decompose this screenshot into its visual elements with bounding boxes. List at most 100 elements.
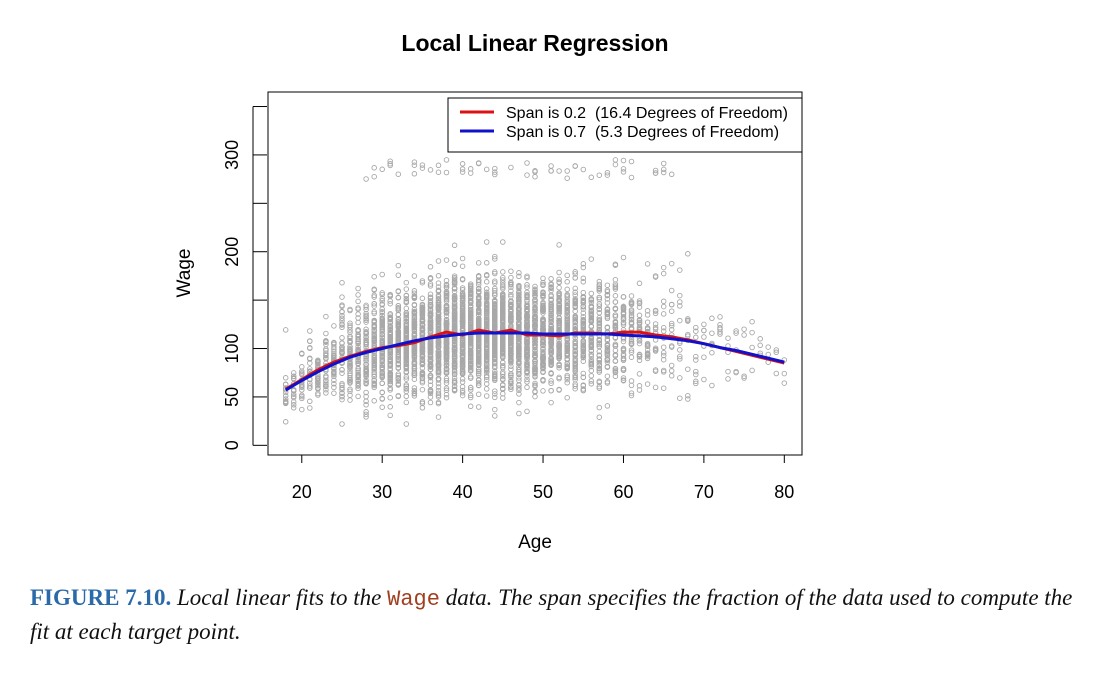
scatter-point: [483, 310, 490, 316]
scatter-point: [451, 261, 458, 268]
scatter-point: [443, 277, 450, 284]
scatter-point: [532, 380, 538, 387]
scatter-point: [532, 168, 538, 174]
scatter-point: [427, 366, 434, 373]
scatter-point: [685, 318, 691, 324]
scatter-point: [403, 376, 410, 382]
scatter-point: [331, 384, 337, 391]
scatter-point: [403, 347, 410, 354]
scatter-point: [475, 281, 482, 288]
scatter-point: [564, 286, 570, 293]
scatter-point: [548, 310, 554, 317]
scatter-point: [483, 273, 490, 279]
scatter-point: [508, 342, 514, 349]
scatter-point: [443, 304, 450, 311]
scatter-point: [355, 365, 361, 372]
scatter-point: [660, 344, 667, 350]
scatter-point: [290, 370, 297, 376]
scatter-point: [532, 301, 538, 307]
scatter-point: [459, 366, 466, 372]
scatter-point: [403, 355, 410, 362]
scatter-point: [403, 328, 410, 335]
scatter-point: [339, 380, 345, 387]
scatter-point: [419, 306, 426, 313]
scatter-point: [580, 346, 587, 352]
scatter-point: [588, 174, 595, 181]
scatter-point: [387, 291, 393, 298]
scatter-point: [604, 349, 611, 355]
scatter-point: [371, 322, 377, 329]
scatter-point: [323, 383, 329, 389]
scatter-point: [564, 168, 570, 174]
scatter-point: [548, 296, 554, 302]
scatter-point: [427, 382, 434, 388]
scatter-point: [685, 251, 691, 257]
scatter-point: [508, 360, 514, 366]
scatter-point: [516, 311, 522, 318]
scatter-point: [636, 351, 643, 358]
scatter-point: [508, 311, 514, 317]
scatter-point: [741, 373, 747, 379]
scatter-point: [467, 367, 474, 374]
scatter-point: [427, 310, 434, 316]
scatter-point: [500, 353, 506, 360]
scatter-point: [612, 161, 619, 168]
scatter-point: [427, 291, 434, 297]
scatter-point: [475, 380, 482, 386]
scatter-point: [508, 363, 514, 370]
scatter-point: [427, 390, 434, 397]
scatter-point: [467, 394, 474, 401]
scatter-point: [773, 349, 780, 356]
scatter-point: [492, 360, 498, 367]
scatter-point: [516, 336, 522, 342]
scatter-point: [660, 324, 667, 331]
scatter-point: [371, 384, 377, 391]
scatter-point: [532, 393, 538, 400]
scatter-point: [355, 298, 361, 305]
scatter-point: [315, 381, 321, 388]
scatter-point: [371, 362, 377, 369]
scatter-point: [459, 320, 466, 327]
scatter-point: [556, 347, 562, 353]
scatter-point: [347, 388, 353, 394]
scatter-point: [379, 295, 385, 302]
scatter-point: [483, 355, 490, 362]
scatter-point: [500, 345, 506, 352]
scatter-point: [435, 384, 442, 390]
scatter-point: [427, 322, 434, 329]
scatter-point: [500, 295, 506, 302]
scatter-point: [580, 275, 587, 282]
scatter-point: [411, 319, 418, 325]
scatter-point: [419, 347, 426, 353]
scatter-point: [492, 319, 498, 325]
scatter-point: [363, 304, 369, 310]
scatter-point: [427, 388, 434, 394]
scatter-point: [516, 354, 522, 360]
scatter-point: [508, 299, 514, 305]
scatter-point: [604, 325, 611, 331]
scatter-point: [483, 393, 490, 399]
scatter-point: [331, 346, 337, 352]
scatter-point: [307, 398, 313, 405]
scatter-point: [427, 283, 434, 289]
scatter-point: [668, 320, 675, 327]
scatter-point: [323, 341, 329, 348]
scatter-point: [749, 318, 755, 325]
scatter-point: [299, 368, 305, 375]
scatter-point: [475, 260, 482, 266]
scatter-point: [451, 340, 458, 347]
scatter-point: [516, 385, 522, 391]
scatter-point: [532, 352, 538, 359]
scatter-point: [347, 365, 353, 371]
scatter-point: [451, 338, 458, 344]
scatter-point: [379, 290, 385, 296]
scatter-point: [644, 319, 651, 325]
scatter-point: [709, 349, 715, 356]
scatter-point: [620, 375, 627, 381]
scatter-point: [282, 393, 289, 399]
scatter-point: [516, 346, 522, 353]
scatter-point: [677, 347, 683, 353]
scatter-point: [733, 328, 739, 334]
scatter-point: [516, 270, 522, 276]
scatter-point: [548, 357, 554, 364]
